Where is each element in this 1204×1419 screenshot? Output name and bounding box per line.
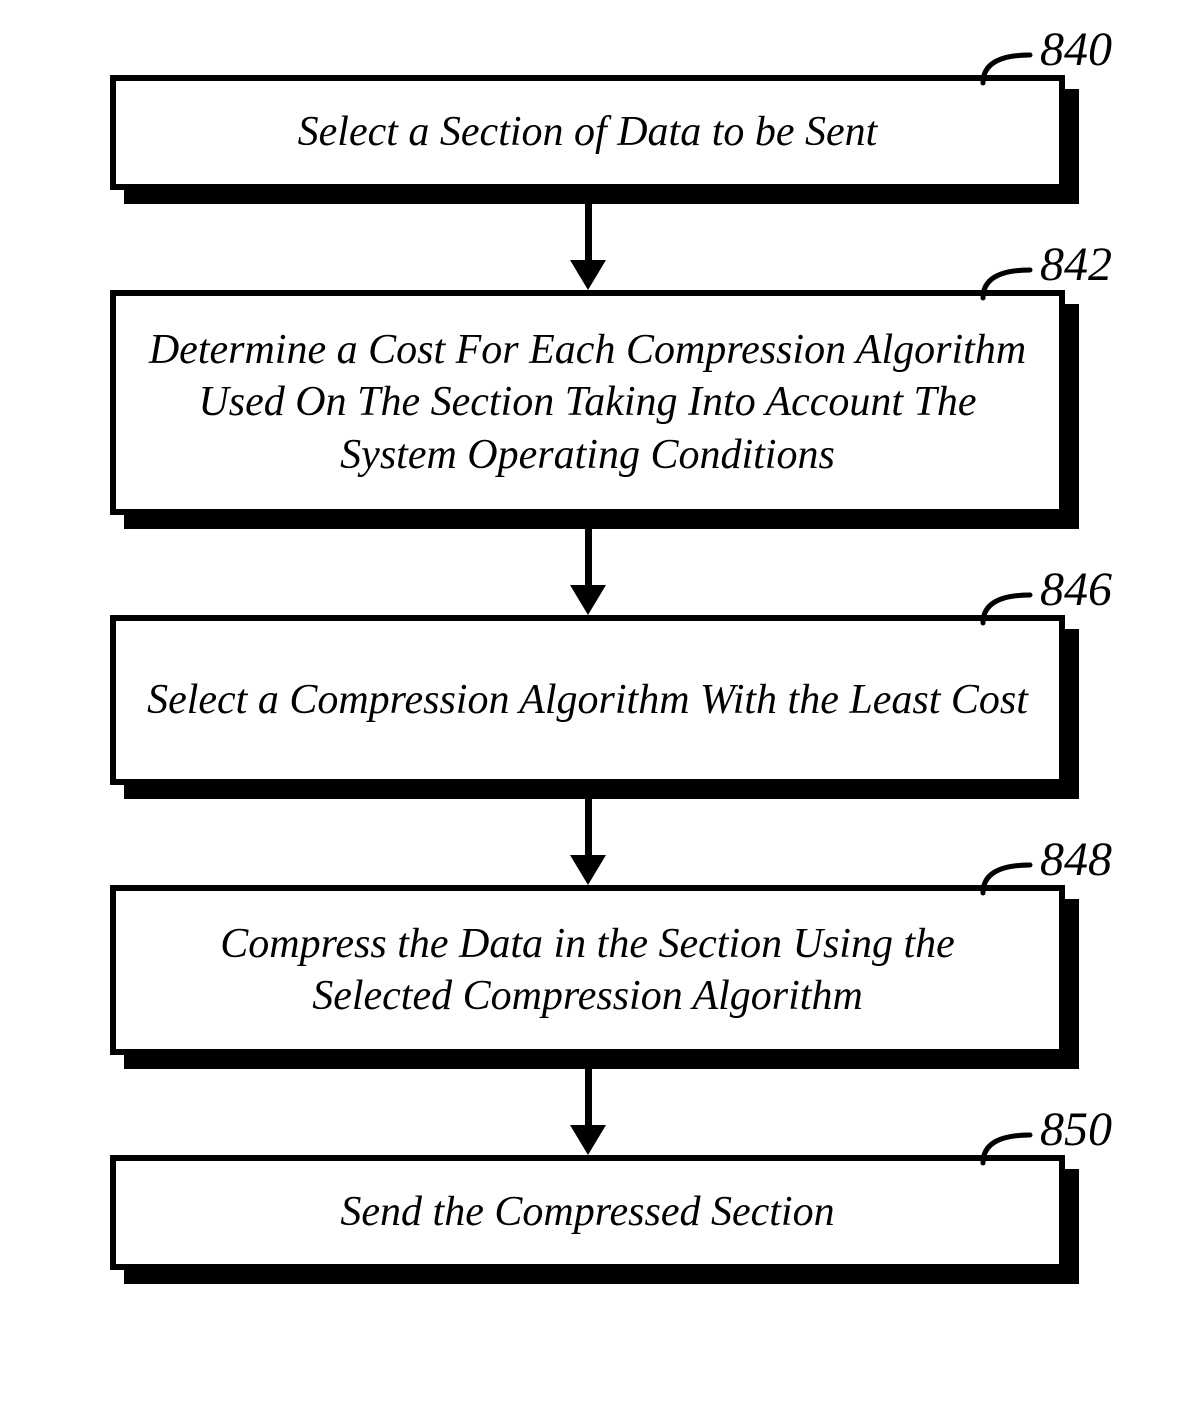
ref-leader-curve	[980, 265, 1040, 305]
node-box: Send the Compressed Section	[110, 1155, 1065, 1270]
flow-node: Determine a Cost For Each Compression Al…	[110, 290, 1065, 515]
node-text: Select a Section of Data to be Sent	[298, 106, 878, 159]
ref-leader-curve	[980, 590, 1040, 630]
node-box: Select a Section of Data to be Sent	[110, 75, 1065, 190]
node-box: Determine a Cost For Each Compression Al…	[110, 290, 1065, 515]
node-text: Send the Compressed Section	[340, 1186, 834, 1239]
node-shadow-bottom	[124, 1270, 1079, 1284]
node-text: Determine a Cost For Each Compression Al…	[146, 324, 1029, 482]
node-shadow-right	[1065, 899, 1079, 1069]
node-shadow-right	[1065, 1169, 1079, 1284]
flow-arrow-line	[585, 1069, 592, 1129]
flow-arrow-head	[570, 1125, 606, 1155]
flow-arrow-head	[570, 260, 606, 290]
flow-node: Send the Compressed Section	[110, 1155, 1065, 1270]
flow-node: Select a Compression Algorithm With the …	[110, 615, 1065, 785]
ref-leader-curve	[980, 860, 1040, 900]
node-box: Compress the Data in the Section Using t…	[110, 885, 1065, 1055]
flow-node: Select a Section of Data to be Sent	[110, 75, 1065, 190]
flowchart-container: Select a Section of Data to be Sent 840 …	[0, 0, 1204, 1419]
ref-number: 846	[1040, 562, 1112, 617]
flow-arrow-head	[570, 585, 606, 615]
ref-number: 842	[1040, 237, 1112, 292]
ref-leader-curve	[980, 50, 1040, 90]
node-shadow-right	[1065, 89, 1079, 204]
flow-arrow-line	[585, 529, 592, 589]
node-shadow-bottom	[124, 515, 1079, 529]
flow-arrow-line	[585, 204, 592, 264]
node-shadow-right	[1065, 304, 1079, 529]
node-text: Compress the Data in the Section Using t…	[146, 918, 1029, 1023]
flow-arrow-head	[570, 855, 606, 885]
node-shadow-bottom	[124, 785, 1079, 799]
node-text: Select a Compression Algorithm With the …	[147, 674, 1028, 727]
ref-number: 848	[1040, 832, 1112, 887]
node-box: Select a Compression Algorithm With the …	[110, 615, 1065, 785]
node-shadow-bottom	[124, 1055, 1079, 1069]
node-shadow-right	[1065, 629, 1079, 799]
ref-number: 840	[1040, 22, 1112, 77]
ref-number: 850	[1040, 1102, 1112, 1157]
node-shadow-bottom	[124, 190, 1079, 204]
flow-arrow-line	[585, 799, 592, 859]
flow-node: Compress the Data in the Section Using t…	[110, 885, 1065, 1055]
ref-leader-curve	[980, 1130, 1040, 1170]
